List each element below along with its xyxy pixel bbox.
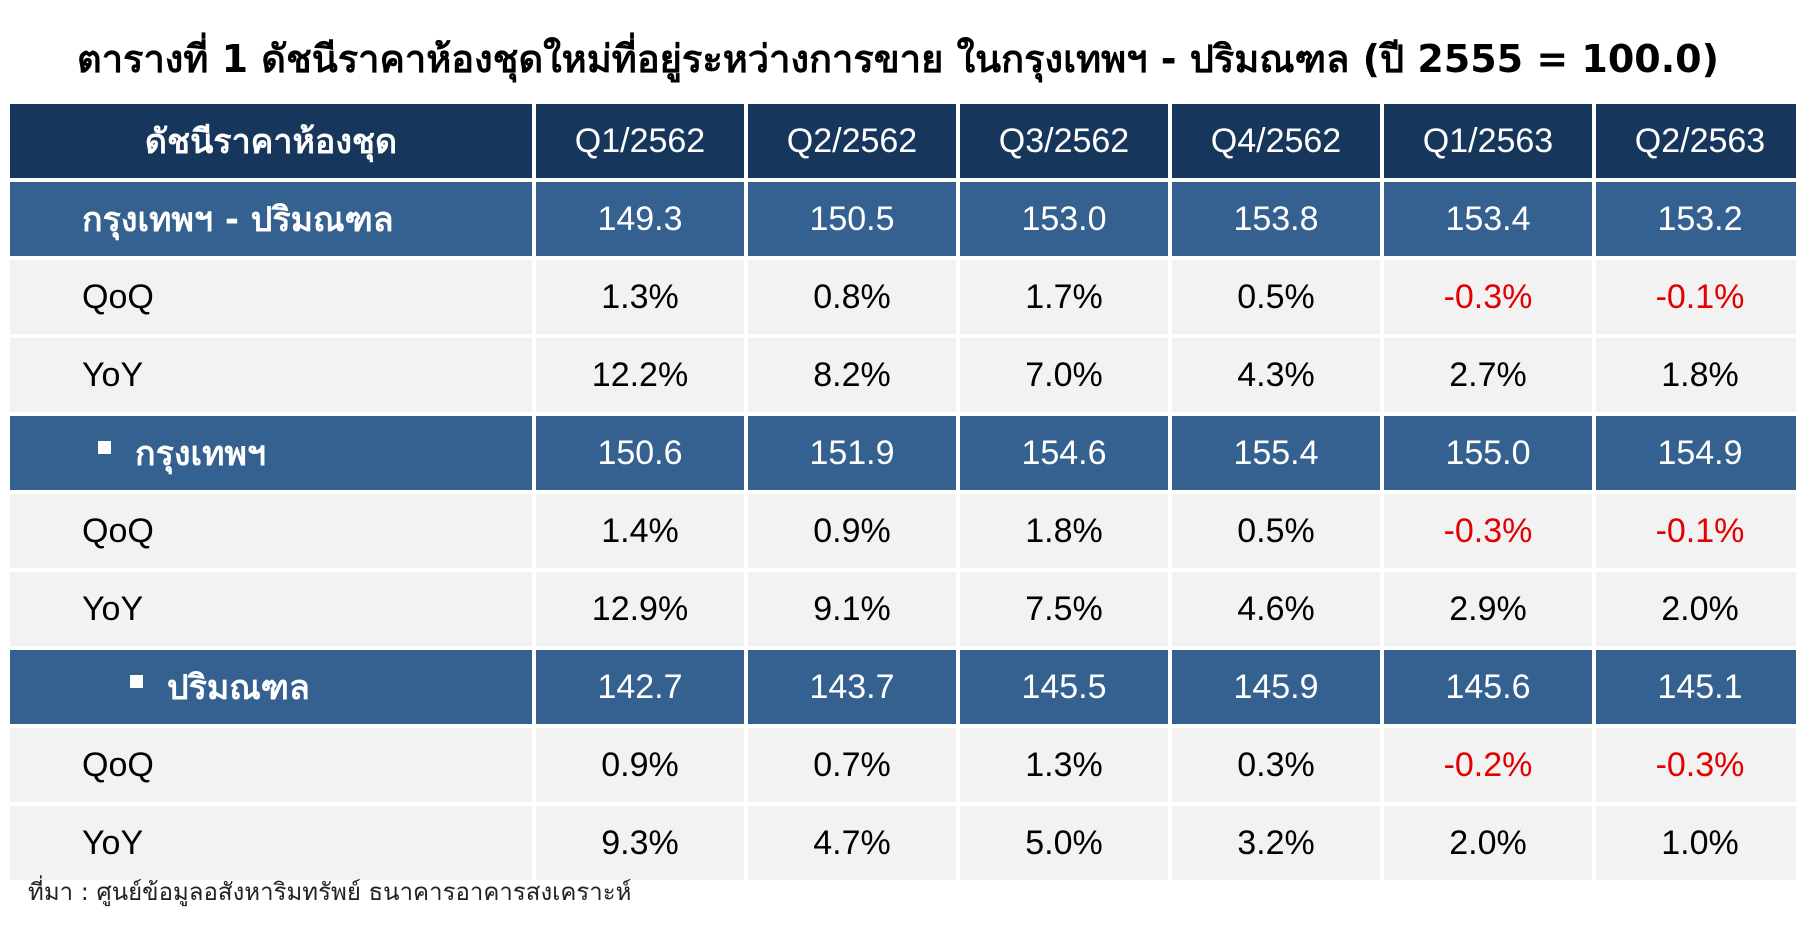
table-cell: 2.9%	[1384, 572, 1592, 646]
table-cell-negative: -0.3%	[1596, 728, 1796, 802]
header-label-cell: ดัชนีราคาห้องชุด	[10, 104, 532, 178]
table-cell: 154.6	[960, 416, 1168, 490]
row-label-text: กรุงเทพฯ	[135, 434, 266, 474]
table-cell: 153.2	[1596, 182, 1796, 256]
row-label-bangkok-vicinity: กรุงเทพฯ - ปริมณฑล	[10, 182, 532, 256]
table-cell: 12.2%	[536, 338, 744, 412]
row-label-qoq: QoQ	[10, 494, 532, 568]
table-cell: 8.2%	[748, 338, 956, 412]
table-cell: 155.4	[1172, 416, 1380, 490]
column-header: Q2/2562	[748, 104, 956, 178]
table-cell: 151.9	[748, 416, 956, 490]
row-label-vicinity: ปริมณฑล	[10, 650, 532, 724]
table-cell: 143.7	[748, 650, 956, 724]
row-label-yoy: YoY	[10, 806, 532, 880]
table-cell: 0.9%	[748, 494, 956, 568]
table-cell: 153.4	[1384, 182, 1592, 256]
bullet-icon	[98, 440, 111, 454]
price-index-table: ดัชนีราคาห้องชุด Q1/2562 Q2/2562 Q3/2562…	[10, 104, 1796, 880]
table-cell-negative: -0.2%	[1384, 728, 1592, 802]
table-cell: 0.5%	[1172, 494, 1380, 568]
table-cell: 1.4%	[536, 494, 744, 568]
table-cell: 2.7%	[1384, 338, 1592, 412]
table-cell: 0.3%	[1172, 728, 1380, 802]
table-cell: 2.0%	[1384, 806, 1592, 880]
table-cell: 142.7	[536, 650, 744, 724]
table-cell: 145.1	[1596, 650, 1796, 724]
table-cell-negative: -0.3%	[1384, 260, 1592, 334]
bullet-icon	[130, 674, 143, 688]
source-note: ที่มา : ศูนย์ข้อมูลอสังหาริมทรัพย์ ธนาคา…	[28, 878, 632, 906]
table-cell: 7.5%	[960, 572, 1168, 646]
table-cell: 9.1%	[748, 572, 956, 646]
table-cell: 1.7%	[960, 260, 1168, 334]
table-cell: 1.3%	[960, 728, 1168, 802]
column-header: Q4/2562	[1172, 104, 1380, 178]
row-label-qoq: QoQ	[10, 728, 532, 802]
table-cell: 4.3%	[1172, 338, 1380, 412]
table-cell: 3.2%	[1172, 806, 1380, 880]
table-cell: 9.3%	[536, 806, 744, 880]
table-cell-negative: -0.1%	[1596, 494, 1796, 568]
table-cell: 0.8%	[748, 260, 956, 334]
table-cell: 4.7%	[748, 806, 956, 880]
table-cell: 1.3%	[536, 260, 744, 334]
table-cell: 5.0%	[960, 806, 1168, 880]
table-cell: 154.9	[1596, 416, 1796, 490]
table-cell: 150.6	[536, 416, 744, 490]
table-cell: 155.0	[1384, 416, 1592, 490]
table-title: ตารางที่ 1 ดัชนีราคาห้องชุดใหม่ที่อยู่ระ…	[77, 37, 1719, 81]
row-label-text: ปริมณฑล	[167, 668, 310, 708]
row-label-text: กรุงเทพฯ - ปริมณฑล	[82, 200, 394, 240]
column-header: Q1/2562	[536, 104, 744, 178]
table-cell: 1.8%	[1596, 338, 1796, 412]
table-cell: 153.0	[960, 182, 1168, 256]
column-header: Q1/2563	[1384, 104, 1592, 178]
column-header: Q3/2562	[960, 104, 1168, 178]
table-cell: 12.9%	[536, 572, 744, 646]
table-cell: 7.0%	[960, 338, 1168, 412]
table-cell: 2.0%	[1596, 572, 1796, 646]
table-cell: 145.6	[1384, 650, 1592, 724]
table-cell-negative: -0.1%	[1596, 260, 1796, 334]
table-cell: 153.8	[1172, 182, 1380, 256]
column-header: Q2/2563	[1596, 104, 1796, 178]
table-cell: 0.7%	[748, 728, 956, 802]
table-cell: 145.9	[1172, 650, 1380, 724]
table-cell: 1.8%	[960, 494, 1168, 568]
table-cell: 0.9%	[536, 728, 744, 802]
row-label-yoy: YoY	[10, 572, 532, 646]
row-label-bangkok: กรุงเทพฯ	[10, 416, 532, 490]
table-cell-negative: -0.3%	[1384, 494, 1592, 568]
table-cell: 145.5	[960, 650, 1168, 724]
table-cell: 4.6%	[1172, 572, 1380, 646]
table-cell: 149.3	[536, 182, 744, 256]
row-label-yoy: YoY	[10, 338, 532, 412]
table-cell: 150.5	[748, 182, 956, 256]
table-cell: 1.0%	[1596, 806, 1796, 880]
row-label-qoq: QoQ	[10, 260, 532, 334]
table-cell: 0.5%	[1172, 260, 1380, 334]
